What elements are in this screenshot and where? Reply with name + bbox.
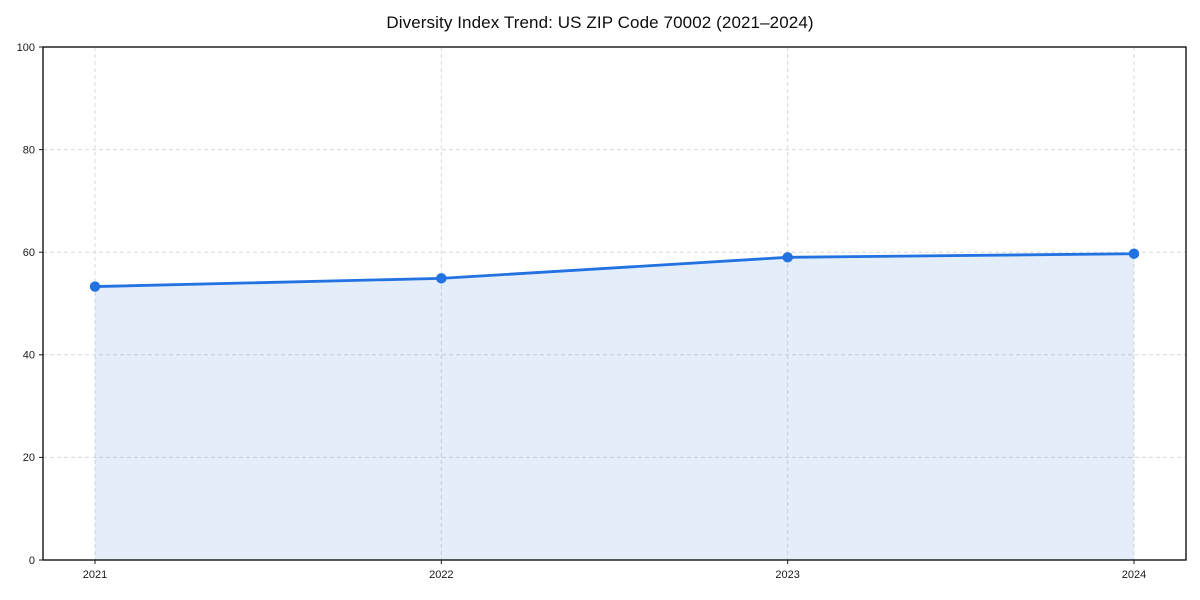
trend-line [93, 252, 1136, 288]
y-tick-label: 20 [23, 452, 35, 464]
plot-border [42, 46, 1187, 561]
data-point [1128, 248, 1140, 259]
x-tick-label: 2024 [1122, 569, 1146, 581]
x-tick-label: 2021 [83, 569, 107, 581]
y-tick-label: 80 [23, 144, 35, 156]
data-point [89, 281, 101, 292]
x-tick-label: 2023 [775, 569, 799, 581]
y-tick-label: 0 [29, 555, 35, 567]
x-tick-label: 2022 [429, 569, 453, 581]
data-point [436, 273, 447, 284]
chart-title: Diversity Index Trend: US ZIP Code 70002… [386, 13, 814, 32]
y-tick-label: 40 [23, 350, 35, 362]
y-tick-label: 60 [23, 247, 35, 259]
data-point [782, 252, 793, 263]
y-tick-label: 100 [17, 42, 35, 54]
area-fill [95, 253, 1134, 560]
